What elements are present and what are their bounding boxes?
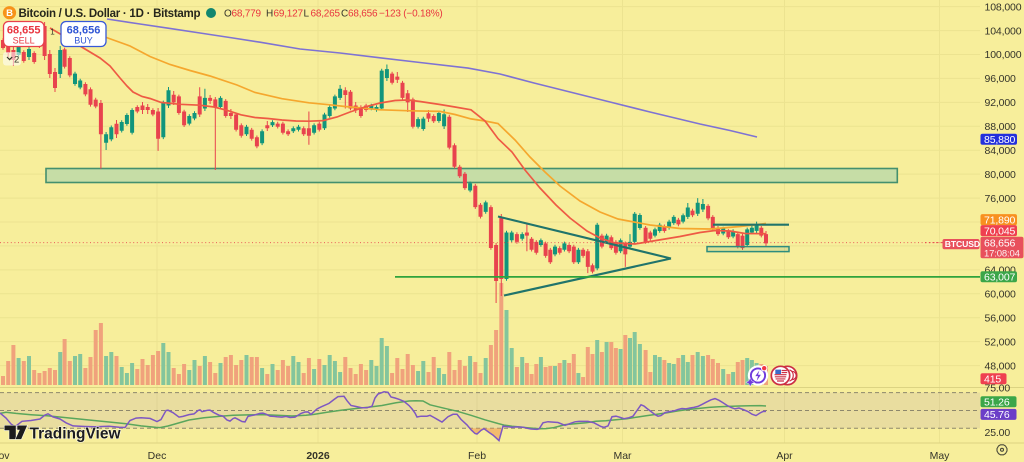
svg-text:88,000: 88,000: [985, 121, 1017, 133]
svg-text:−123 (−0.18%): −123 (−0.18%): [379, 9, 443, 20]
svg-text:SELL: SELL: [13, 36, 35, 46]
svg-text:2: 2: [14, 55, 19, 66]
svg-text:85,880: 85,880: [984, 134, 1016, 146]
svg-text:68,779: 68,779: [232, 9, 262, 20]
svg-text:80,000: 80,000: [985, 169, 1017, 181]
svg-text:Dec: Dec: [148, 450, 167, 462]
svg-text:25.00: 25.00: [985, 427, 1011, 439]
svg-text:51.26: 51.26: [984, 397, 1010, 409]
svg-text:71,890: 71,890: [984, 214, 1016, 226]
svg-text:68,655: 68,655: [7, 25, 41, 37]
svg-text:Bitcoin / U.S. Dollar · 1D · B: Bitcoin / U.S. Dollar · 1D · Bitstamp: [19, 8, 201, 20]
svg-text:68,656: 68,656: [67, 25, 101, 37]
svg-text:May: May: [930, 450, 951, 462]
svg-text:68,265: 68,265: [311, 9, 341, 20]
svg-text:17:08:04: 17:08:04: [984, 248, 1020, 259]
svg-text:1: 1: [50, 28, 55, 37]
svg-text:B: B: [6, 8, 13, 19]
svg-text:Apr: Apr: [776, 450, 793, 462]
svg-text:52,000: 52,000: [985, 336, 1017, 348]
svg-text:2026: 2026: [306, 450, 330, 462]
svg-text:69,127: 69,127: [274, 9, 304, 20]
svg-text:BUY: BUY: [74, 36, 93, 46]
svg-text:108,000: 108,000: [985, 1, 1022, 13]
svg-text:O: O: [224, 9, 232, 20]
svg-text:68,656: 68,656: [348, 9, 378, 20]
svg-text:BTCUSD: BTCUSD: [945, 239, 980, 249]
svg-text:ov: ov: [0, 450, 10, 462]
svg-text:415: 415: [984, 374, 1001, 386]
svg-text:63,007: 63,007: [984, 272, 1016, 284]
svg-text:68,656: 68,656: [984, 238, 1016, 250]
svg-text:96,000: 96,000: [985, 73, 1017, 85]
svg-text:92,000: 92,000: [985, 97, 1017, 109]
svg-text:Feb: Feb: [468, 450, 486, 462]
svg-text:60,000: 60,000: [985, 289, 1017, 301]
svg-text:100,000: 100,000: [985, 49, 1022, 61]
svg-text:48,000: 48,000: [985, 360, 1017, 372]
svg-text:75.00: 75.00: [985, 383, 1011, 395]
svg-text:70,045: 70,045: [984, 225, 1016, 237]
svg-text:84,000: 84,000: [985, 145, 1017, 157]
svg-text:45.76: 45.76: [984, 409, 1010, 421]
svg-text:104,000: 104,000: [985, 25, 1022, 37]
svg-text:H: H: [266, 9, 273, 20]
svg-text:C: C: [341, 9, 348, 20]
svg-text:56,000: 56,000: [985, 312, 1017, 324]
svg-text:76,000: 76,000: [985, 193, 1017, 205]
svg-text:Mar: Mar: [613, 450, 632, 462]
svg-text:L: L: [304, 9, 310, 20]
svg-text:TradingView: TradingView: [30, 425, 122, 442]
